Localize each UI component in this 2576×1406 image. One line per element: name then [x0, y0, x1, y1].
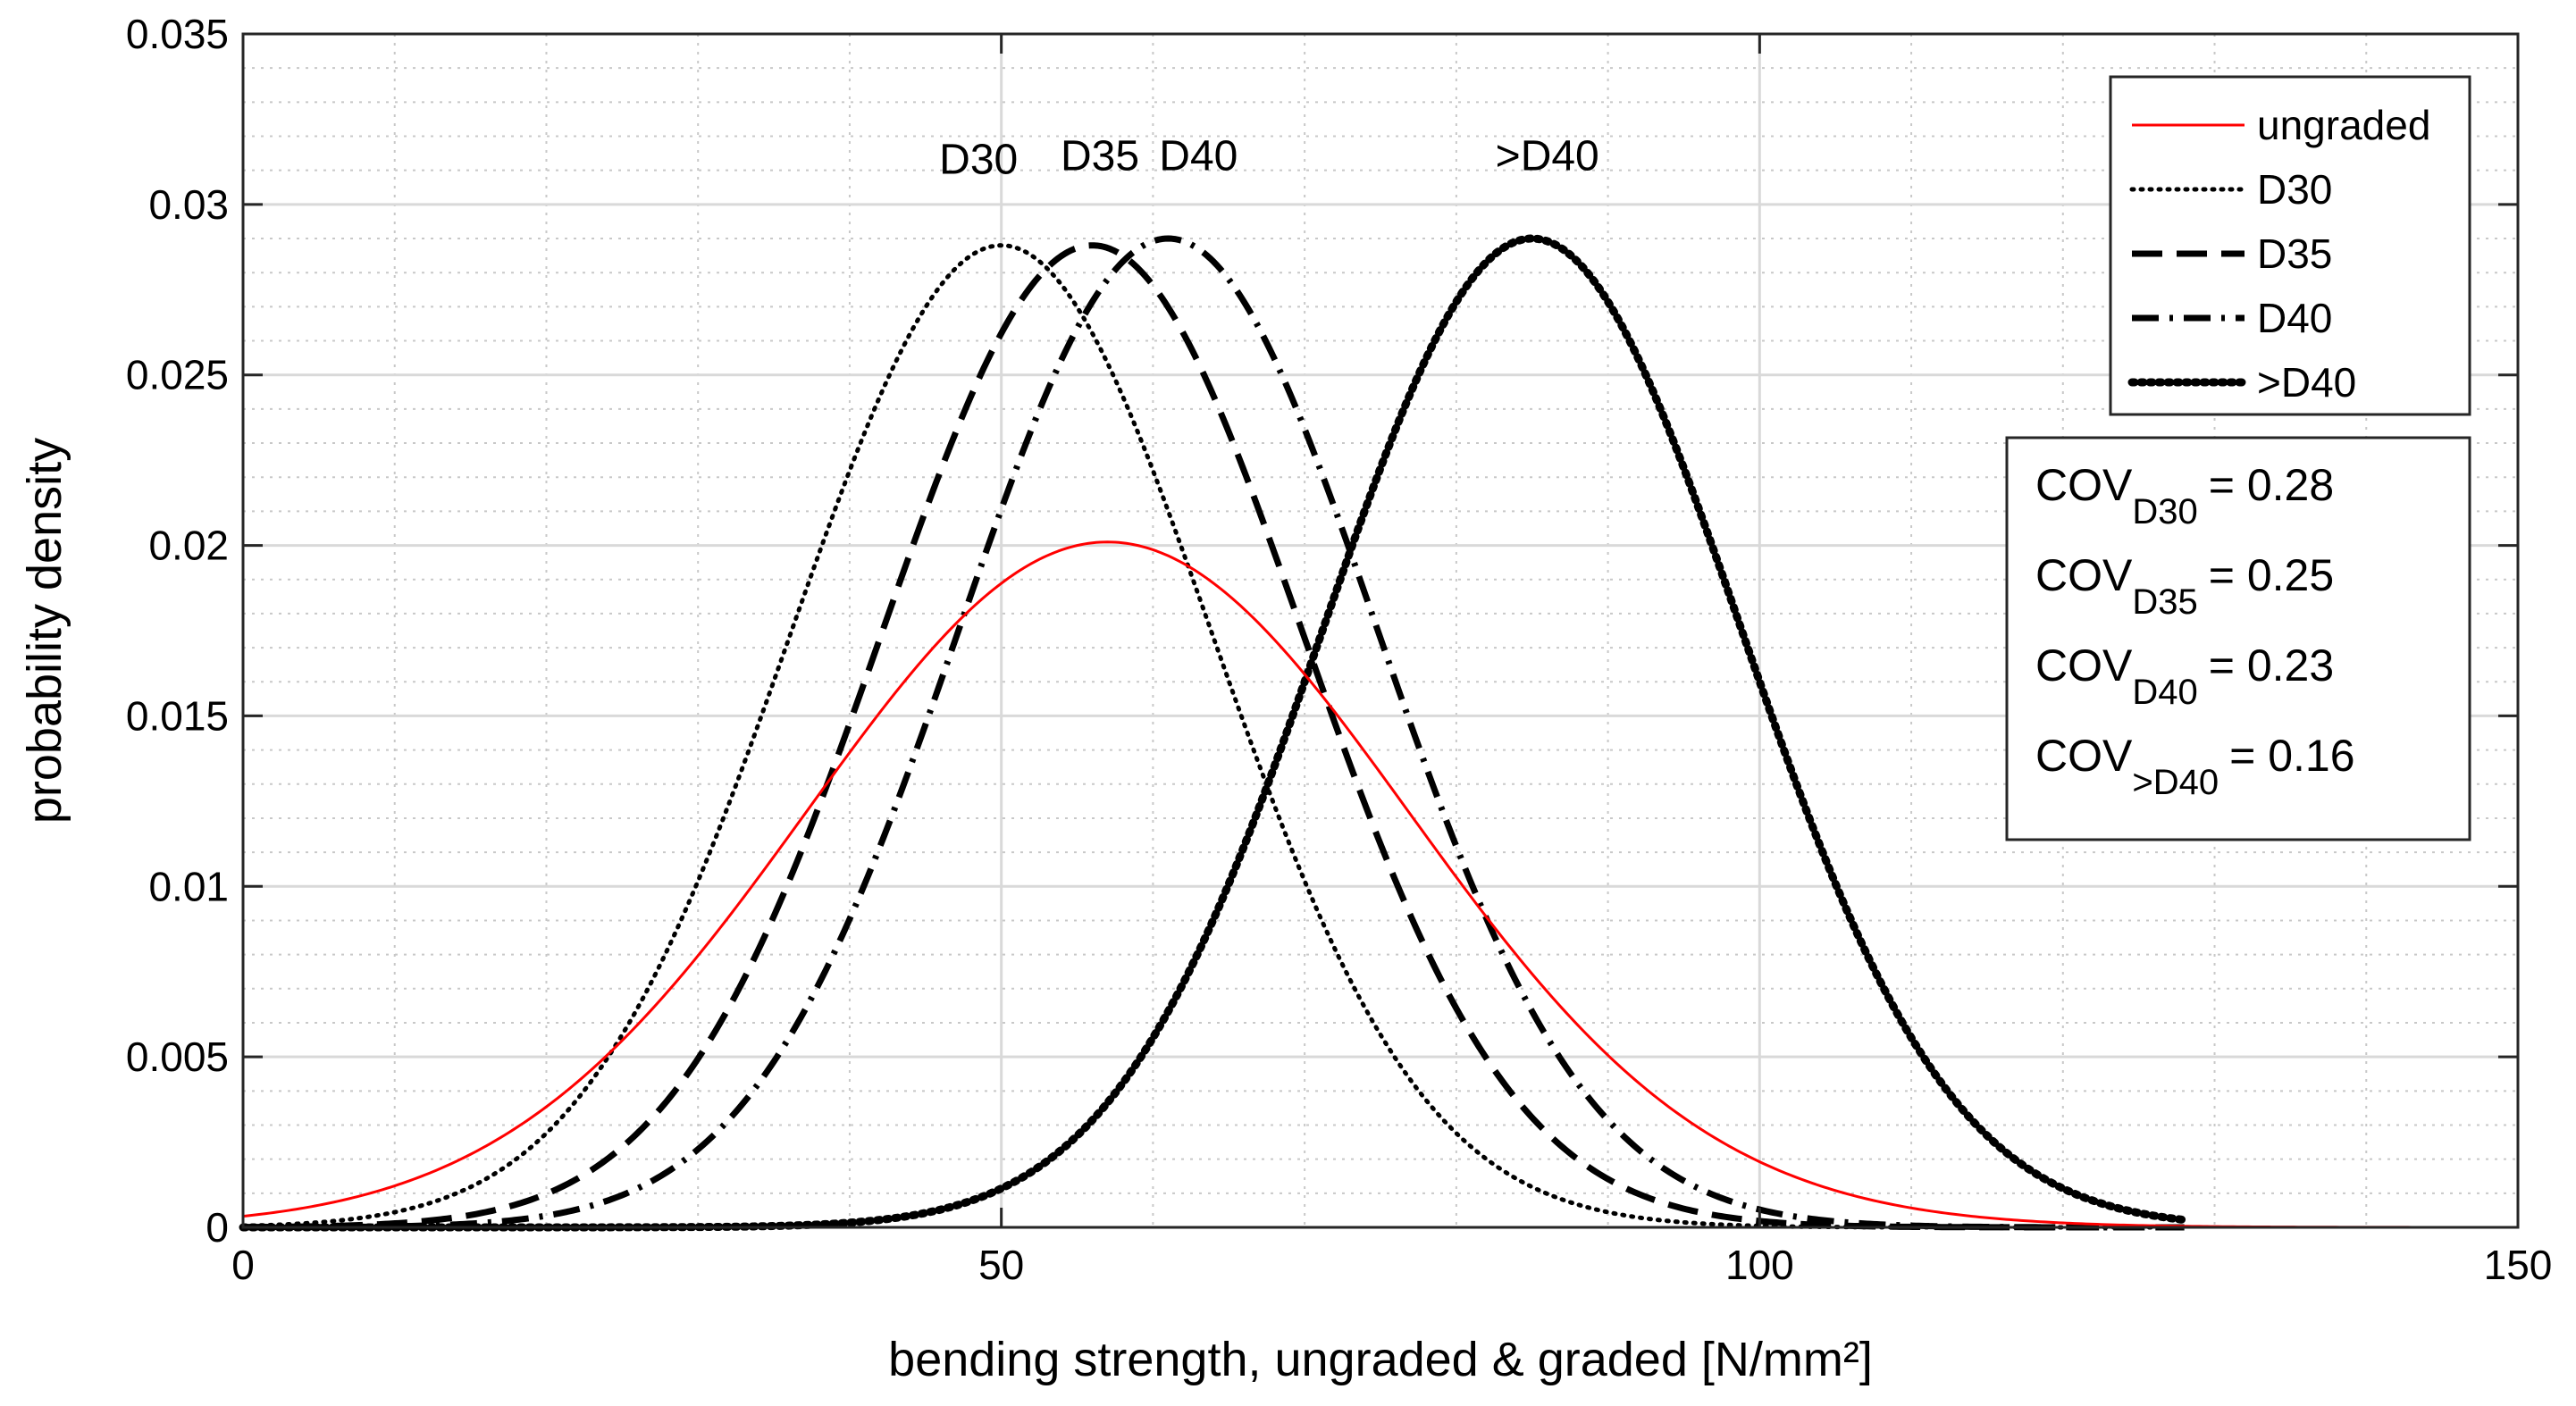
curve-gt-d40 [239, 234, 2189, 1232]
cov-box-frame [2005, 436, 2471, 841]
legend-label: D35 [2257, 230, 2332, 277]
peak-label-d30: D30 [939, 137, 1018, 184]
cov-entry: COVD30= 0.28 [2035, 460, 2334, 531]
y-tick-label: 0.01 [148, 863, 229, 909]
peak-label-gt-d40: >D40 [1496, 133, 1599, 180]
y-axis-ticks: 0 0.005 0.01 0.015 0.02 0.025 0.03 0.035 [126, 11, 2518, 1251]
cov-entry: COV>D40= 0.16 [2035, 731, 2355, 802]
cov-entry: COVD35= 0.25 [2035, 550, 2334, 622]
plot-frame [241, 32, 2520, 1229]
curve-d40 [243, 235, 2185, 1231]
curve-d35 [242, 242, 2185, 1231]
y-tick-label: 0.005 [126, 1034, 229, 1080]
y-tick-label: 0.035 [126, 11, 229, 57]
legend: ungraded D30 D35 D40 >D40 [2109, 75, 2471, 416]
y-tick-label: 0 [206, 1204, 229, 1251]
cov-box: COVD30= 0.28 COVD35= 0.25 COVD40= 0.23 COV>… [2005, 436, 2471, 841]
cov-entry: COVD40= 0.23 [2035, 640, 2334, 712]
y-axis-label: probability density [18, 438, 71, 824]
legend-box [2109, 75, 2471, 416]
peak-labels: D30 D35 D40 >D40 [939, 133, 1599, 184]
y-tick-label: 0.015 [126, 692, 229, 739]
legend-label: >D40 [2257, 359, 2356, 406]
x-axis-label: bending strength, ungraded & graded [N/m… [888, 1333, 1873, 1386]
x-tick-label: 50 [978, 1242, 1024, 1288]
x-tick-label: 150 [2484, 1242, 2553, 1288]
x-tick-label: 0 [231, 1242, 255, 1288]
legend-label: D30 [2257, 166, 2332, 213]
peak-label-d40: D40 [1159, 133, 1238, 180]
legend-label: ungraded [2257, 102, 2430, 148]
peak-label-d35: D35 [1061, 133, 1139, 180]
legend-label: D40 [2257, 295, 2332, 341]
y-tick-label: 0.03 [148, 181, 229, 228]
y-tick-label: 0.025 [126, 352, 229, 398]
x-tick-label: 100 [1725, 1242, 1794, 1288]
y-tick-label: 0.02 [148, 523, 229, 569]
x-axis-ticks: 0 50 100 150 [231, 34, 2552, 1288]
curve-d30 [240, 243, 2187, 1230]
curve-ungraded [242, 540, 2518, 1229]
